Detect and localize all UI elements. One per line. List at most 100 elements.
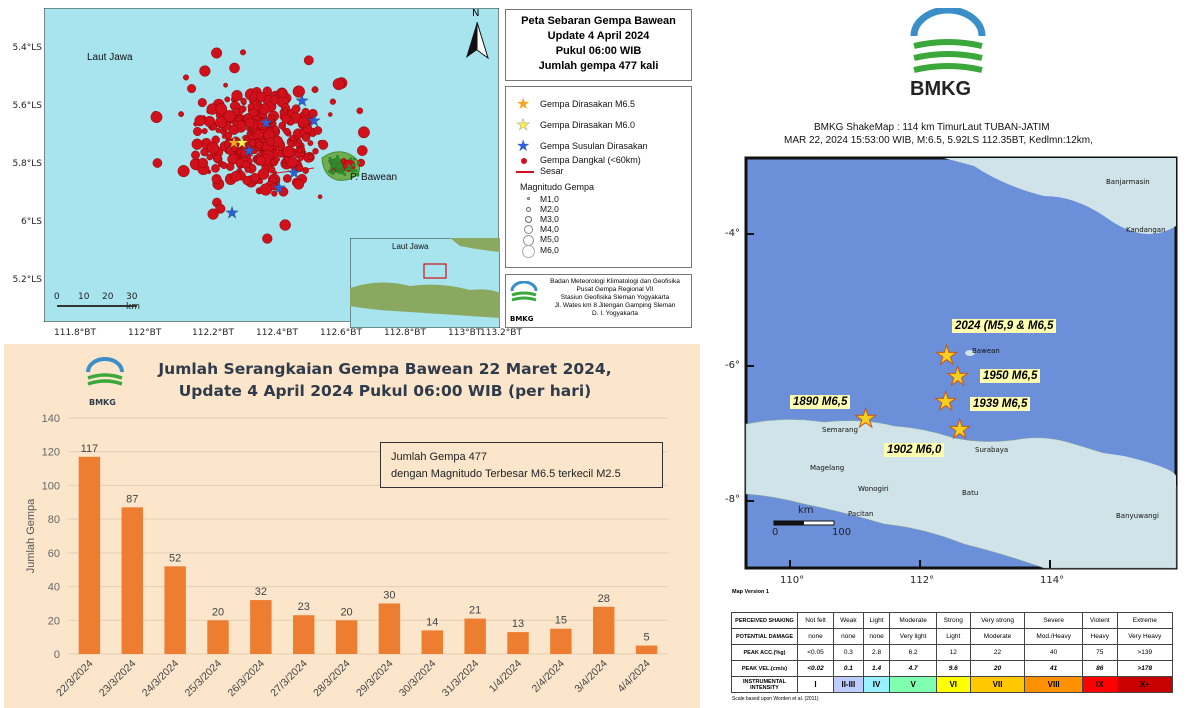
earthquake-dot	[182, 74, 189, 81]
table-cell: VIII	[1024, 676, 1083, 693]
earthquake-dot	[281, 107, 288, 113]
inset-sea-label: Laut Jawa	[392, 242, 429, 251]
star-marker: ★	[287, 163, 301, 182]
earthquake-dot	[150, 111, 163, 124]
aftershock-dot	[339, 171, 343, 175]
table-cell: >178	[1116, 660, 1174, 677]
lon-label: 110°	[780, 575, 805, 586]
x-tick-label: 23/3/2024	[97, 658, 139, 700]
earthquake-dot	[265, 137, 275, 147]
aftershock-dot	[329, 166, 333, 170]
table-cell: 0.3	[832, 644, 864, 661]
earthquake-dot	[307, 140, 314, 147]
bar-value-label: 20	[340, 606, 352, 618]
earthquake-dot	[244, 117, 255, 128]
legend-item: Gempa Susulan Dirasakan	[540, 141, 648, 151]
earthquake-dot	[278, 186, 289, 197]
table-cell: V	[889, 676, 937, 693]
bar-value-label: 52	[169, 552, 181, 564]
earthquake-dot	[311, 86, 319, 94]
earthquake-dot	[303, 55, 314, 66]
y-tick-label: 20	[48, 615, 60, 627]
y-tick-label: 0	[54, 649, 60, 661]
yellow-star-icon: ★	[516, 115, 531, 135]
earthquake-dot	[281, 114, 291, 124]
row-header: INSTRUMENTAL INTENSITY	[731, 676, 798, 693]
y-tick-label: 100	[42, 480, 60, 492]
table-cell: VII	[969, 676, 1026, 693]
x-tick-label: 2/4/2024	[530, 658, 567, 695]
map-version: Map Version 1	[732, 589, 769, 595]
table-cell: Heavy	[1081, 628, 1118, 645]
earthquake-dot	[312, 148, 319, 155]
earthquake-dot	[296, 147, 303, 154]
legend-item: Gempa Dangkal (<60km)	[540, 155, 641, 165]
map-title: Jumlah gempa 477 kali	[538, 60, 659, 72]
earthquake-dot	[192, 126, 202, 136]
earthquake-dot	[307, 154, 314, 160]
earthquake-dot	[242, 175, 252, 185]
earthquake-dot	[223, 82, 229, 88]
lon-label: 112.6°BT	[320, 328, 362, 338]
earthquake-dot	[207, 208, 219, 220]
table-cell: Violent	[1081, 612, 1118, 629]
city-label: Magelang	[810, 464, 845, 472]
earthquake-dot	[270, 182, 279, 191]
bar-value-label: 23	[298, 601, 310, 613]
row-header: PEAK ACC.(%g)	[731, 644, 798, 661]
x-tick-label: 29/3/2024	[354, 658, 396, 700]
star-marker: ★	[235, 133, 249, 152]
table-cell: none	[862, 628, 891, 645]
event-label: 2024 (M5,9 & M6,5	[952, 319, 1057, 333]
table-footnote: Scale based upon Worden et al. (2011)	[732, 696, 819, 702]
map-legend: ★ Gempa Dirasakan M6.5 ★ Gempa Dirasakan…	[505, 86, 692, 268]
earthquake-dot	[178, 111, 185, 118]
lon-label: 112.2°BT	[192, 328, 234, 338]
earthquake-dot	[298, 155, 304, 162]
bar-value-label: 87	[126, 493, 138, 505]
bar-value-label: 15	[555, 615, 567, 627]
event-star-icon: ★	[947, 415, 972, 445]
aftershock-dot	[337, 165, 341, 169]
earthquake-dot	[262, 86, 272, 96]
row-header: PERCEIVED SHAKING	[731, 612, 798, 629]
y-tick-label: 120	[42, 447, 60, 459]
earthquake-dot	[282, 174, 292, 183]
earthquake-dot	[270, 114, 276, 120]
table-cell: Extreme	[1116, 612, 1174, 629]
lon-label: 112.8°BT	[384, 328, 426, 338]
bar-value-label: 5	[644, 632, 650, 644]
earthquake-dot	[281, 158, 287, 164]
table-cell: 40	[1024, 644, 1083, 661]
row-header: POTENTIAL DAMAGE	[731, 628, 798, 645]
table-cell: Moderate	[969, 628, 1026, 645]
table-cell: 20	[969, 660, 1026, 677]
bar-value-label: 20	[212, 606, 224, 618]
shakemap-title: BMKG ShakeMap : 114 km TimurLaut TUBAN-J…	[784, 122, 1093, 146]
star-marker: ★	[225, 203, 239, 222]
table-cell: VI	[935, 676, 971, 693]
earthquake-dot	[197, 157, 209, 169]
table-cell: 6.2	[889, 644, 937, 661]
bar	[378, 603, 401, 654]
earthquake-dot	[255, 141, 264, 149]
legend-item: Gempa Dirasakan M6.0	[540, 120, 636, 130]
x-tick-label: 22/3/2024	[54, 658, 96, 700]
x-tick-label: 3/4/2024	[572, 658, 609, 695]
table-cell: Severe	[1024, 612, 1083, 629]
earthquake-dot	[230, 170, 242, 182]
x-tick-label: 25/3/2024	[183, 658, 225, 700]
earthquake-dot	[187, 84, 197, 94]
legend-item: Sesar	[540, 166, 564, 176]
earthquake-dot	[215, 203, 226, 214]
earthquake-dot	[271, 190, 278, 197]
aftershock-dot	[357, 161, 360, 165]
city-label: Banyuwangi	[1116, 512, 1159, 520]
city-label: Wonogiri	[858, 485, 889, 493]
event-star-icon: ★	[945, 362, 970, 392]
bawean-land	[965, 350, 975, 356]
event-label: 1890 M6,5	[790, 395, 851, 409]
scale-label: km	[798, 505, 814, 516]
bar	[507, 632, 529, 654]
lat-label: 5.2°LS	[12, 275, 42, 285]
